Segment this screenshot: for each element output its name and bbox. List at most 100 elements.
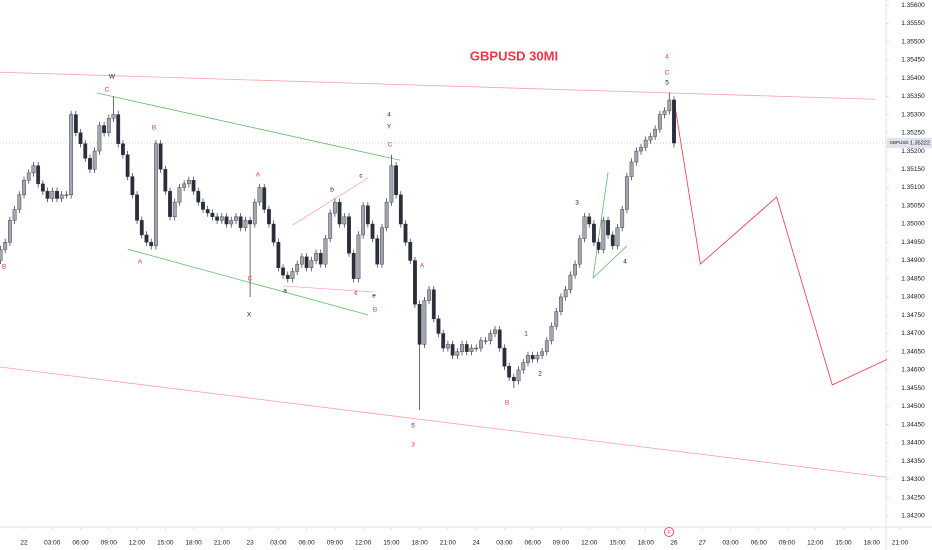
wave-label: A bbox=[256, 172, 261, 179]
candle-body bbox=[375, 238, 380, 265]
candle-body bbox=[12, 209, 17, 221]
wave-label: B bbox=[505, 400, 509, 407]
y-tick-label: 1.35400 bbox=[901, 75, 925, 82]
candle-body bbox=[267, 209, 271, 225]
candle-body bbox=[139, 220, 144, 236]
candle-body bbox=[281, 267, 285, 276]
candle-body bbox=[672, 99, 676, 144]
candle-body bbox=[252, 201, 257, 225]
candle-body bbox=[257, 187, 262, 203]
candle-body bbox=[648, 136, 653, 141]
candle-body bbox=[191, 180, 196, 192]
drawings bbox=[0, 71, 908, 481]
candle-body bbox=[102, 125, 106, 134]
wave-label: Y bbox=[387, 124, 392, 131]
price-tag-symbol: GBPUSD bbox=[889, 140, 909, 145]
candle-body bbox=[78, 132, 83, 144]
y-tick-label: 1.35100 bbox=[901, 184, 925, 191]
candle-body bbox=[427, 289, 431, 301]
y-tick-label: 1.35550 bbox=[901, 20, 925, 27]
y-tick-label: 1.34750 bbox=[901, 312, 925, 319]
candle-body bbox=[328, 212, 333, 239]
axes: 1.35600 1.35550 1.35500 1.35450 1.35400 1.353… bbox=[20, 0, 932, 547]
wave-label: 4 bbox=[387, 112, 391, 119]
candle-body bbox=[563, 289, 568, 298]
candle-body bbox=[309, 260, 314, 268]
candle-body bbox=[380, 227, 384, 265]
candle-body bbox=[559, 296, 563, 312]
candle-body bbox=[639, 147, 643, 152]
y-tick-label: 1.34550 bbox=[901, 385, 925, 392]
candle-body bbox=[300, 256, 304, 265]
candle-body bbox=[172, 201, 177, 217]
candle-body bbox=[629, 161, 634, 177]
price-tag-value: 1.35222 bbox=[910, 140, 930, 146]
candle-body bbox=[497, 329, 502, 349]
candle-body bbox=[106, 118, 111, 134]
candle-body bbox=[304, 256, 309, 268]
candle-body bbox=[446, 344, 450, 349]
candle-body bbox=[238, 216, 243, 228]
trend-line bbox=[0, 71, 875, 100]
candle-body bbox=[163, 169, 168, 192]
candle-body bbox=[116, 114, 121, 144]
wave-label: A bbox=[420, 263, 425, 270]
candle-body bbox=[271, 223, 276, 243]
candle-body bbox=[521, 362, 526, 371]
wave-label: B bbox=[152, 125, 156, 132]
candle-body bbox=[502, 347, 507, 367]
wave-label: 2 bbox=[538, 371, 542, 378]
candle-body bbox=[26, 172, 31, 181]
x-tick-label: 21:00 bbox=[440, 540, 457, 547]
y-tick-label: 1.34900 bbox=[901, 257, 925, 264]
candle-body bbox=[92, 150, 97, 170]
wave-label: B bbox=[2, 264, 6, 271]
y-tick-label: 1.35000 bbox=[901, 221, 925, 228]
event-icon[interactable] bbox=[664, 527, 674, 537]
x-tick-label: 21:00 bbox=[892, 540, 909, 547]
wave-label: B bbox=[373, 307, 377, 314]
candle-body bbox=[530, 355, 535, 360]
candle-body bbox=[0, 249, 3, 261]
wave-label: W bbox=[109, 74, 116, 81]
trend-line bbox=[283, 285, 373, 293]
wave-label: 4 bbox=[623, 259, 627, 266]
y-tick-label: 1.35250 bbox=[901, 130, 925, 137]
candle-body bbox=[615, 227, 620, 247]
candle-body bbox=[389, 165, 394, 203]
candle-body bbox=[201, 201, 205, 210]
candle-body bbox=[464, 344, 469, 352]
wave-label: C bbox=[388, 142, 393, 149]
candle-body bbox=[31, 165, 36, 174]
chart-title: GBPUSD 30MI bbox=[470, 48, 558, 63]
candle-body bbox=[135, 194, 139, 221]
x-tick-label: 15:00 bbox=[609, 540, 626, 547]
x-tick-label: 06:00 bbox=[525, 540, 542, 547]
x-tick-label: 24 bbox=[473, 540, 481, 547]
candles bbox=[0, 92, 676, 411]
y-tick-label: 1.34600 bbox=[901, 367, 925, 374]
trend-line bbox=[292, 177, 369, 226]
trend-line bbox=[592, 172, 609, 279]
price-tag bbox=[887, 138, 932, 149]
y-tick-label: 1.34450 bbox=[901, 421, 925, 428]
candle-body bbox=[394, 165, 399, 196]
y-tick-label: 1.35350 bbox=[901, 93, 925, 100]
candle-body bbox=[610, 234, 615, 247]
y-tick-label: 1.34500 bbox=[901, 403, 925, 410]
candle-body bbox=[422, 300, 427, 345]
wave-label: 5 bbox=[665, 80, 669, 87]
candle-body bbox=[431, 289, 436, 320]
wave-label: X bbox=[247, 312, 252, 319]
candle-body bbox=[22, 180, 26, 196]
candle-body bbox=[168, 190, 172, 217]
candle-body bbox=[69, 114, 74, 196]
candle-body bbox=[450, 344, 455, 356]
candle-body bbox=[276, 242, 281, 268]
candle-body bbox=[587, 216, 592, 225]
candle-body bbox=[582, 216, 587, 239]
x-tick-label: 15:00 bbox=[835, 540, 852, 547]
y-tick-label: 1.34850 bbox=[901, 275, 925, 282]
